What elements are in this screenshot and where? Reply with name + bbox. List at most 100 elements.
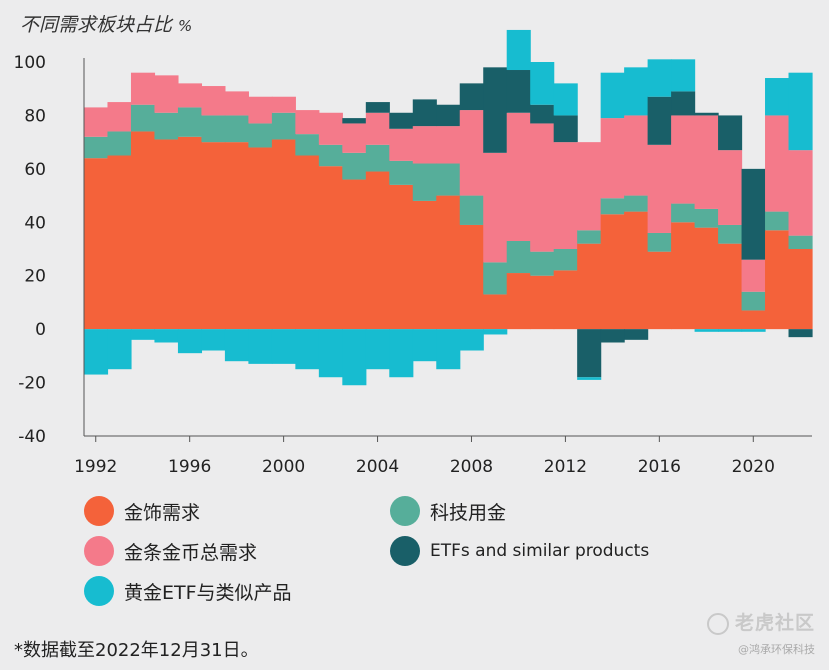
bar-2019-series-2 [718, 150, 743, 225]
bar-2021-series-1 [765, 211, 790, 231]
bar-2014-series-1 [600, 198, 625, 215]
bar-1994-series-2 [130, 72, 156, 105]
bar-2005-series-2 [389, 128, 414, 161]
bar-2018-series-0 [694, 227, 719, 330]
bar-2012-series-3 [553, 115, 578, 143]
y-tick-label-20: 20 [24, 267, 46, 287]
bar-2017-series-4 [671, 59, 696, 92]
bar-2009-series-1 [483, 262, 508, 295]
bar-2008-series-4 [459, 329, 484, 351]
bar-2000-series-0 [271, 139, 296, 330]
legend-label-etfs: ETFs and similar products [430, 541, 650, 561]
bar-2007-series-4 [436, 329, 461, 370]
bar-2020-series-4 [741, 329, 766, 332]
bar-2020-series-2 [741, 259, 766, 292]
bar-2018-series-4 [694, 329, 719, 332]
bar-2009-series-4 [483, 329, 508, 335]
bar-2013-series-0 [577, 243, 602, 330]
bar-2006-series-1 [412, 163, 437, 201]
bar-1997-series-4 [201, 329, 226, 351]
bar-2020-series-3 [741, 168, 766, 260]
bar-2017-series-2 [671, 115, 696, 204]
bar-2015-series-4 [624, 67, 649, 116]
x-tick-label-2016: 2016 [638, 457, 681, 477]
bar-2008-series-0 [459, 224, 484, 330]
bar-2012-series-1 [553, 249, 578, 271]
bar-2009-series-2 [483, 152, 508, 263]
bar-2000-series-4 [271, 329, 296, 364]
x-tick-label-1996: 1996 [168, 457, 211, 477]
bar-2003-series-3 [342, 118, 367, 124]
bar-1992-series-2 [84, 107, 109, 137]
bar-1999-series-1 [248, 123, 273, 148]
bar-1995-series-0 [154, 139, 179, 330]
footnote: *数据截至2022年12月31日。 [14, 640, 259, 661]
bar-1998-series-2 [224, 91, 249, 116]
bar-1998-series-4 [224, 329, 249, 362]
bar-2014-series-4 [600, 72, 625, 119]
bar-2006-series-2 [412, 126, 437, 164]
bar-1995-series-4 [154, 329, 179, 343]
bar-1994-series-1 [130, 104, 156, 132]
bar-2017-series-1 [671, 203, 696, 223]
bar-2010-series-0 [506, 273, 531, 330]
bar-2019-series-1 [718, 224, 743, 244]
y-tick-label--20: -20 [18, 374, 46, 394]
bar-2010-series-1 [506, 240, 531, 274]
bar-2001-series-4 [295, 329, 320, 370]
bar-2018-series-2 [694, 115, 719, 209]
bar-1994-series-0 [130, 131, 156, 330]
y-tick-label-100: 100 [14, 53, 46, 73]
bar-2004-series-2 [365, 112, 390, 145]
bar-2010-series-4 [506, 29, 531, 71]
bar-2008-series-1 [459, 195, 484, 225]
bar-1993-series-4 [107, 329, 132, 370]
bar-2004-series-3 [365, 102, 390, 113]
bar-1997-series-2 [201, 86, 226, 116]
chart-title-text: 不同需求板块占比 [20, 14, 173, 36]
bar-2005-series-1 [389, 160, 414, 185]
legend-item-jewellery: 金饰需求 [84, 496, 200, 526]
bar-2015-series-3 [624, 329, 649, 340]
bar-2016-series-1 [647, 232, 672, 252]
x-tick-label-2008: 2008 [450, 457, 493, 477]
chart-title: 不同需求板块占比% [20, 10, 192, 37]
bar-2011-series-4 [530, 62, 555, 105]
bar-2017-series-3 [671, 91, 696, 116]
legend-label-technology: 科技用金 [430, 501, 507, 524]
legend-label-jewellery: 金饰需求 [124, 501, 201, 524]
bar-2002-series-4 [318, 329, 343, 378]
bar-2004-series-0 [365, 171, 390, 330]
bar-2010-series-2 [506, 112, 531, 241]
bar-1995-series-2 [154, 75, 179, 113]
bar-2015-series-1 [624, 195, 649, 212]
bar-2003-series-4 [342, 329, 367, 386]
bar-1992-series-4 [84, 329, 109, 375]
bar-2001-series-2 [295, 110, 320, 135]
bar-2016-series-2 [647, 144, 672, 233]
bar-2021-series-4 [765, 78, 790, 116]
bar-1996-series-1 [177, 107, 203, 137]
bar-1998-series-1 [224, 115, 249, 143]
bar-2018-series-3 [694, 112, 719, 116]
bar-2022-series-1 [788, 235, 813, 249]
bar-1993-series-2 [107, 102, 132, 132]
bar-2006-series-4 [412, 329, 437, 362]
bar-2003-series-0 [342, 179, 367, 330]
bar-2022-series-4 [788, 72, 813, 151]
legend-item-etfs: ETFs and similar products [390, 536, 649, 566]
legend-item-technology: 科技用金 [390, 496, 506, 526]
bar-2011-series-0 [530, 275, 555, 330]
bar-2022-series-0 [788, 249, 813, 330]
tiger-logo-icon [706, 612, 729, 635]
bar-2003-series-2 [342, 123, 367, 153]
y-tick-label--40: -40 [18, 427, 46, 447]
y-tick-label-40: 40 [24, 213, 46, 233]
bar-2005-series-3 [389, 112, 414, 129]
bar-2022-series-2 [788, 150, 813, 236]
stacked-bar-chart: -40 -20 0 20 40 60 80 100 1992 1996 2000 2004 2008 20… [14, 29, 813, 477]
legend-item-bar-coin: 金条金币总需求 [84, 536, 257, 566]
bar-2016-series-3 [647, 96, 672, 145]
bar-2010-series-3 [506, 70, 531, 113]
bar-2012-series-2 [553, 142, 578, 249]
